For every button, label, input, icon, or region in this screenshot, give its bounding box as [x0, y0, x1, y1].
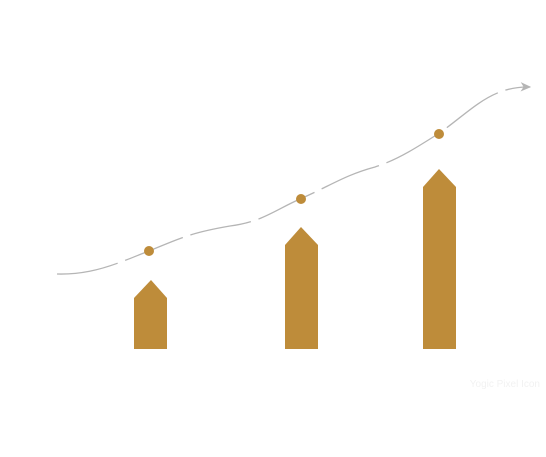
watermark-text: Yogic Pixel Icon: [469, 379, 540, 390]
growth-arrow-2: [285, 227, 318, 349]
trend-point-1: [144, 246, 154, 256]
trend-point-3: [434, 129, 444, 139]
growth-arrow-1: [134, 280, 167, 349]
trend-point-2: [296, 194, 306, 204]
growth-arrow-3: [423, 169, 456, 349]
